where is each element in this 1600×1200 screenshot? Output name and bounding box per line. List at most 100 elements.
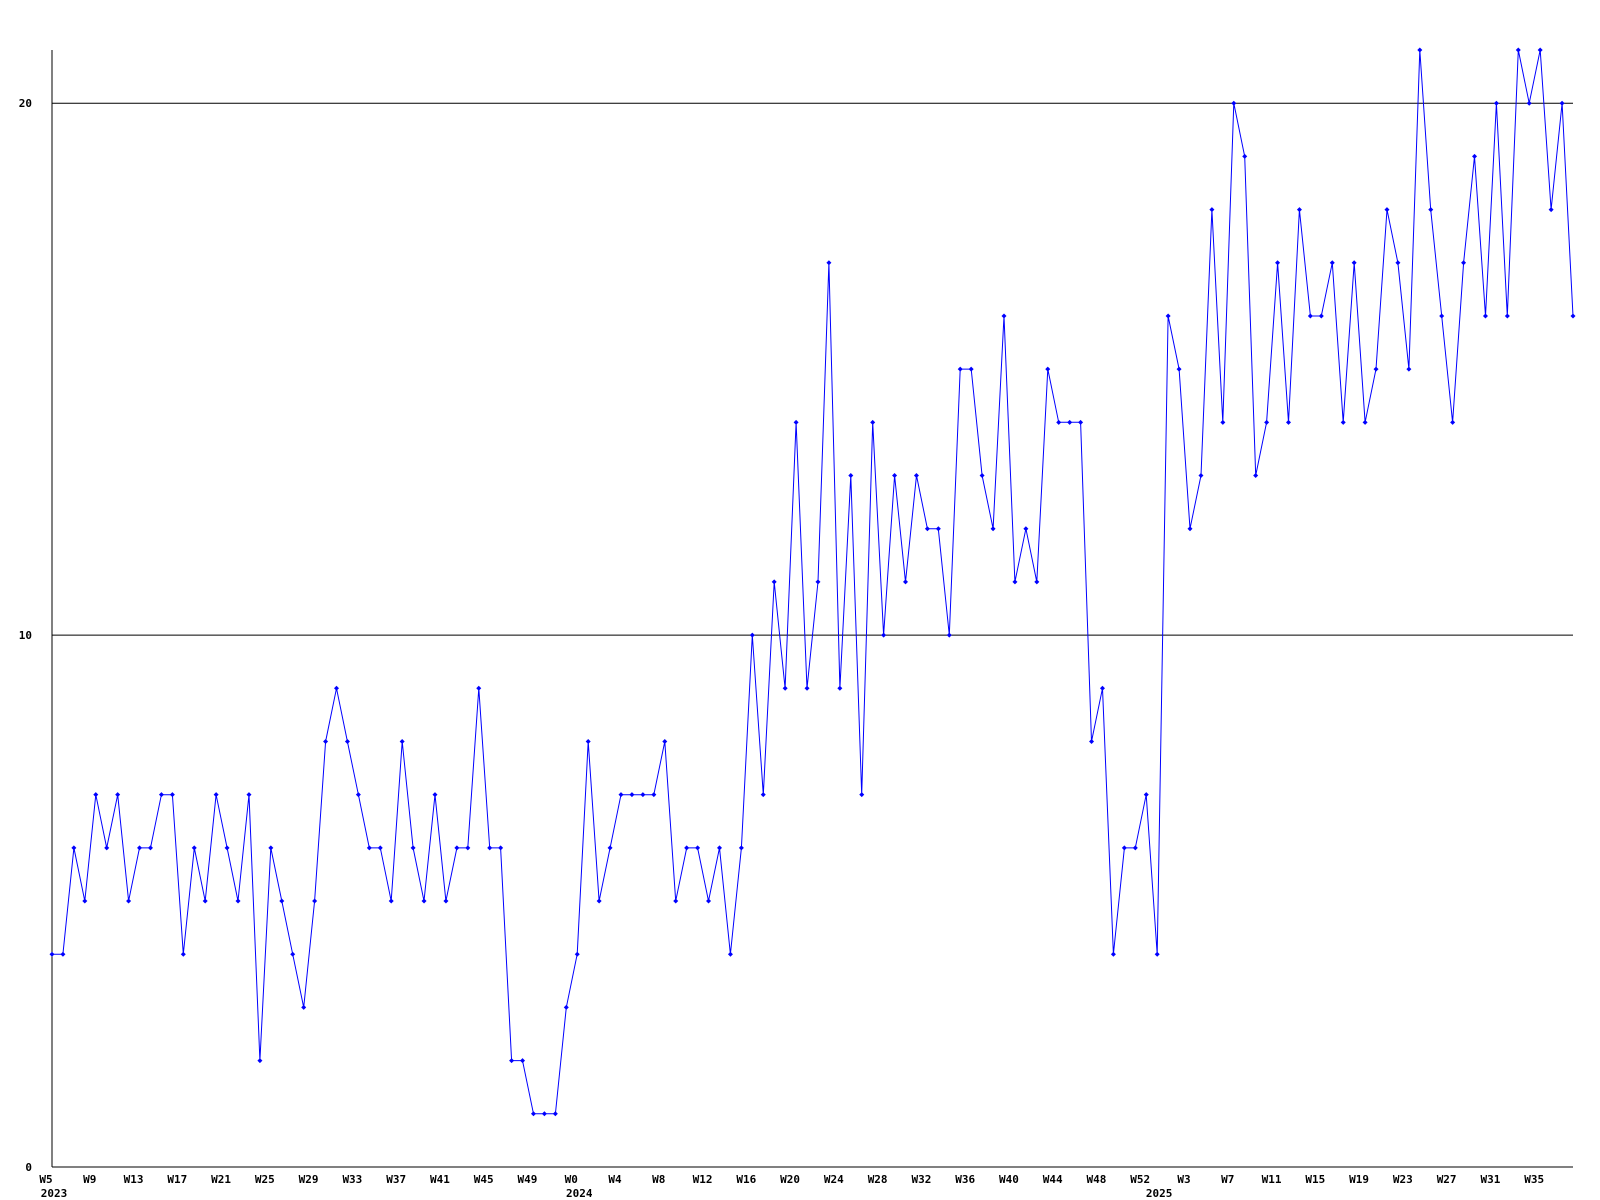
data-point [946, 632, 952, 638]
data-point [421, 898, 427, 904]
data-point [859, 792, 865, 798]
data-point [82, 898, 88, 904]
data-point [1034, 579, 1040, 585]
data-point [727, 951, 733, 957]
x-tick-label: W8 [652, 1173, 665, 1186]
x-tick-label: W49 [518, 1173, 538, 1186]
data-point [1023, 526, 1029, 532]
data-point [344, 738, 350, 744]
x-tick-label: W0 [565, 1173, 578, 1186]
data-point [1209, 207, 1215, 213]
data-point [1132, 845, 1138, 851]
data-point [541, 1111, 547, 1117]
data-point [246, 792, 252, 798]
data-line [52, 49, 1574, 1115]
data-point [1417, 47, 1423, 53]
x-tick-label: W32 [911, 1173, 931, 1186]
data-point [1395, 260, 1401, 266]
data-point [432, 792, 438, 798]
data-point [1450, 419, 1456, 425]
data-point [826, 260, 832, 266]
data-point [498, 845, 504, 851]
data-point [629, 792, 635, 798]
data-point [1570, 313, 1576, 319]
x-tick-label: W24 [824, 1173, 844, 1186]
data-point [640, 792, 646, 798]
data-point [1285, 419, 1291, 425]
x-tick-label: W21 [211, 1173, 231, 1186]
data-point [749, 632, 755, 638]
data-point [1198, 473, 1204, 479]
data-point [935, 526, 941, 532]
data-point [1329, 260, 1335, 266]
data-point [924, 526, 930, 532]
data-point [1121, 845, 1127, 851]
data-point [268, 845, 274, 851]
data-point [1187, 526, 1193, 532]
data-point [530, 1111, 536, 1117]
x-year-label: 2025 [1146, 1187, 1173, 1200]
data-point [1078, 419, 1084, 425]
data-point [881, 632, 887, 638]
data-point [93, 792, 99, 798]
data-point [257, 1058, 263, 1064]
data-point [618, 792, 624, 798]
data-point [301, 1004, 307, 1010]
data-point [1275, 260, 1281, 266]
data-point [465, 845, 471, 851]
x-tick-label: W11 [1262, 1173, 1282, 1186]
data-point [1515, 47, 1521, 53]
data-point [1559, 100, 1565, 106]
x-tick-label: W5 [39, 1173, 52, 1186]
data-point [1537, 47, 1543, 53]
data-point [1406, 366, 1412, 372]
data-point [1384, 207, 1390, 213]
x-tick-label: W52 [1130, 1173, 1150, 1186]
data-point [126, 898, 132, 904]
data-point [169, 792, 175, 798]
data-point [957, 366, 963, 372]
x-tick-label: W31 [1480, 1173, 1500, 1186]
data-point [279, 898, 285, 904]
x-tick-label: W20 [780, 1173, 800, 1186]
data-point [1340, 419, 1346, 425]
data-point [1165, 313, 1171, 319]
x-tick-label: W45 [474, 1173, 494, 1186]
data-point [158, 792, 164, 798]
data-point [716, 845, 722, 851]
x-tick-label: W37 [386, 1173, 406, 1186]
x-tick-label: W23 [1393, 1173, 1413, 1186]
data-point [1099, 685, 1105, 691]
x-tick-label: W33 [342, 1173, 362, 1186]
data-point [147, 845, 153, 851]
data-point [1296, 207, 1302, 213]
data-point [596, 898, 602, 904]
x-tick-label: W13 [124, 1173, 144, 1186]
data-point [334, 685, 340, 691]
data-point [1231, 100, 1237, 106]
data-point [115, 792, 121, 798]
data-point [235, 898, 241, 904]
data-point [476, 685, 482, 691]
data-point [224, 845, 230, 851]
data-point [1362, 419, 1368, 425]
data-point [290, 951, 296, 957]
data-point [1428, 207, 1434, 213]
data-point [1493, 100, 1499, 106]
data-point [563, 1004, 569, 1010]
data-point [793, 419, 799, 425]
data-point [1154, 951, 1160, 957]
data-point [213, 792, 219, 798]
data-point [892, 473, 898, 479]
data-point [782, 685, 788, 691]
data-point [1461, 260, 1467, 266]
data-point [1264, 419, 1270, 425]
data-point [1012, 579, 1018, 585]
data-point [1373, 366, 1379, 372]
data-point [71, 845, 77, 851]
x-tick-label: W19 [1349, 1173, 1369, 1186]
data-point [312, 898, 318, 904]
data-point [1548, 207, 1554, 213]
data-point [60, 951, 66, 957]
